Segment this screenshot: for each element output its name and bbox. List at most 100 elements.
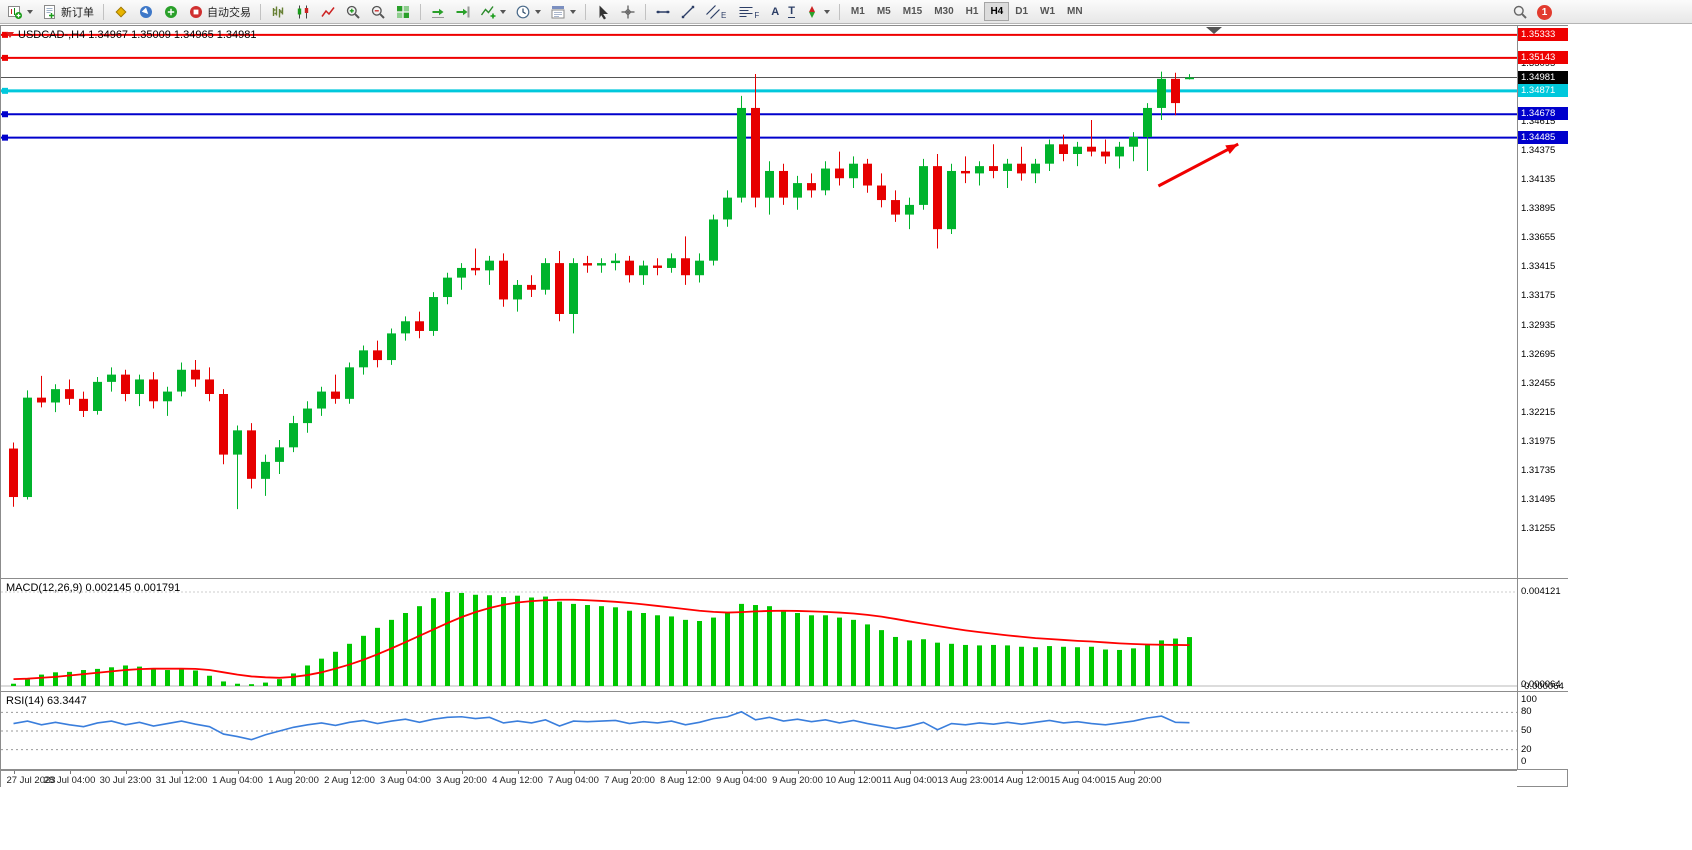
candlestick-chart-icon — [295, 4, 311, 20]
zoom-in-button[interactable] — [341, 1, 365, 23]
time-axis[interactable]: 27 Jul 2023 28 Jul 04:00 30 Jul 23:00 31 Ju… — [1, 770, 1517, 788]
timeframe-button-M15[interactable]: M15 — [902, 6, 923, 17]
time-label: 28 Jul 04:00 — [43, 775, 96, 786]
time-tick — [237, 771, 239, 774]
crosshair-icon — [620, 4, 636, 20]
time-label: 7 Aug 20:00 — [604, 775, 655, 786]
timeframe-button-M1[interactable]: M1 — [850, 6, 865, 17]
timeframe-button-MN[interactable]: MN — [1067, 6, 1083, 17]
dropdown-caret — [500, 9, 506, 14]
candlestick-chart-type-button[interactable] — [291, 1, 315, 23]
current-price-badge: 1.34981 — [1518, 70, 1568, 84]
new-order-button[interactable]: 新订单 — [38, 1, 98, 23]
arrows-button[interactable] — [800, 1, 834, 23]
time-label: 13 Aug 23:00 — [937, 775, 994, 786]
chart-title: USDCAD-,H4 1.34967 1.35009 1.34965 1.349… — [6, 29, 257, 41]
arrows-icon — [804, 4, 820, 20]
time-label: 4 Aug 12:00 — [492, 775, 543, 786]
price-tick: 1.31975 — [1521, 435, 1556, 447]
price-tick: 1.34375 — [1521, 144, 1556, 156]
horizontal-line-button[interactable] — [651, 1, 675, 23]
terminal-icon — [163, 4, 179, 20]
auto-trading-icon — [188, 4, 204, 20]
crosshair-button[interactable] — [616, 1, 640, 23]
templates-button[interactable] — [546, 1, 580, 23]
auto-scroll-button[interactable] — [426, 1, 450, 23]
zoom-in-icon — [345, 4, 361, 20]
timeframe-button-H1[interactable]: H1 — [965, 6, 979, 17]
price-tick: 1.32695 — [1521, 348, 1556, 360]
line-chart-type-button[interactable] — [316, 1, 340, 23]
price-scale[interactable]: 1.350951.346151.343751.341351.338951.336… — [1517, 26, 1568, 578]
rsi-tick: 0 — [1521, 756, 1527, 767]
price-tick: 1.33655 — [1521, 232, 1556, 244]
price-tick: 1.32455 — [1521, 377, 1556, 389]
pane-separator[interactable] — [1, 691, 1567, 692]
terminal-button[interactable] — [159, 1, 183, 23]
zoom-out-button[interactable] — [366, 1, 390, 23]
rsi-tick: 80 — [1521, 706, 1532, 718]
time-label: 7 Aug 04:00 — [548, 775, 599, 786]
notification-badge[interactable]: 1 — [1537, 4, 1552, 20]
price-tick: 1.33415 — [1521, 261, 1556, 273]
macd-header: MACD(12,26,9) 0.002145 0.001791 — [6, 582, 180, 594]
time-tick — [1133, 771, 1135, 774]
time-tick — [293, 771, 295, 774]
toolbar-separator — [103, 3, 104, 20]
new-chart-button[interactable] — [3, 1, 37, 23]
fibonacci-button[interactable]: F — [734, 1, 766, 23]
timeframe-button-M30[interactable]: M30 — [934, 6, 954, 17]
tile-windows-icon — [395, 4, 411, 20]
timeframe-button-H4[interactable]: H4 — [984, 2, 1010, 21]
indicators-button[interactable] — [476, 1, 510, 23]
price-tick: 1.31255 — [1521, 523, 1556, 535]
time-label: 11 Aug 04:00 — [881, 775, 938, 786]
macd-canvas[interactable] — [1, 579, 1517, 691]
dropdown-caret — [823, 9, 830, 14]
rsi-canvas[interactable] — [1, 692, 1517, 769]
rsi-header: RSI(14) 63.3447 — [6, 695, 87, 707]
time-tick — [797, 771, 799, 774]
zoom-out-icon — [370, 4, 386, 20]
timeframe-button-W1[interactable]: W1 — [1040, 6, 1056, 17]
trendline-icon — [680, 4, 696, 20]
periods-button[interactable] — [511, 1, 545, 23]
rsi-tick: 50 — [1521, 725, 1532, 736]
text-label-button[interactable]: T — [784, 1, 799, 23]
main-chart-canvas[interactable] — [1, 26, 1517, 578]
equidistant-channel-button[interactable]: E — [701, 1, 733, 23]
chart-shift-button[interactable] — [451, 1, 475, 23]
macd-header-text: MACD(12,26,9) 0.002145 0.001791 — [6, 582, 181, 594]
time-label: 9 Aug 04:00 — [716, 775, 767, 786]
search-icon[interactable] — [1512, 4, 1528, 20]
periods-icon — [515, 4, 531, 20]
time-label: 8 Aug 12:00 — [660, 775, 711, 786]
timeframe-button-D1[interactable]: D1 — [1015, 6, 1029, 17]
price-tick: 1.32935 — [1521, 319, 1556, 331]
trendline-button[interactable] — [676, 1, 700, 23]
time-label: 2 Aug 12:00 — [324, 775, 375, 786]
auto-trading-button[interactable]: 自动交易 — [184, 1, 255, 23]
pane-separator[interactable] — [1, 769, 1567, 770]
time-label: 3 Aug 04:00 — [380, 775, 431, 786]
cursor-button[interactable] — [591, 1, 615, 23]
pane-separator[interactable] — [1, 578, 1567, 579]
navigator-icon — [138, 4, 154, 20]
toolbar: 新订单 自动交易 — [0, 0, 1692, 24]
channel-letter: E — [721, 11, 727, 20]
price-badge: 1.34871 — [1518, 83, 1568, 97]
text-tool-button[interactable]: A — [767, 1, 783, 23]
templates-icon — [550, 4, 566, 20]
rsi-scale[interactable]: 100 80 50 20 0 — [1517, 692, 1568, 769]
time-tick — [1021, 771, 1023, 774]
market-watch-button[interactable] — [109, 1, 133, 23]
macd-scale[interactable]: 0.004121 0.000064 -0.000064 — [1517, 579, 1568, 692]
tile-windows-button[interactable] — [391, 1, 415, 23]
timeframe-button-M5[interactable]: M5 — [876, 6, 891, 17]
navigator-button[interactable] — [134, 1, 158, 23]
bar-chart-type-button[interactable] — [266, 1, 290, 23]
price-tick: 1.34135 — [1521, 174, 1556, 186]
indicators-icon — [480, 4, 496, 20]
toolbar-separator — [260, 3, 261, 20]
